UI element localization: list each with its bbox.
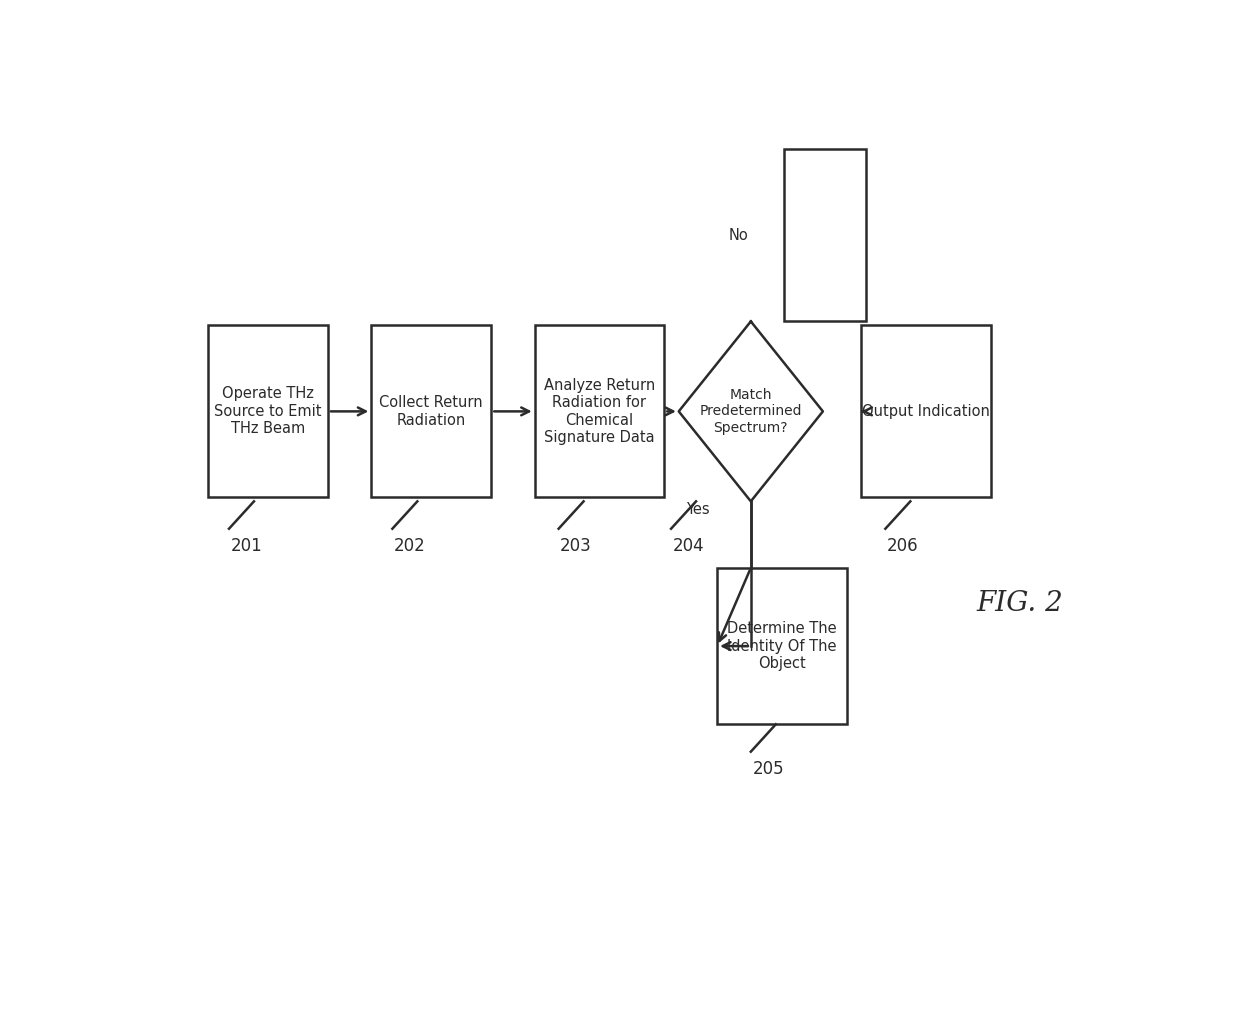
Text: Match
Predetermined
Spectrum?: Match Predetermined Spectrum? bbox=[699, 388, 802, 435]
Text: No: No bbox=[728, 228, 748, 243]
Polygon shape bbox=[678, 321, 823, 501]
Text: Determine The
Identity Of The
Object: Determine The Identity Of The Object bbox=[727, 621, 837, 671]
Text: 203: 203 bbox=[560, 536, 591, 555]
Text: 205: 205 bbox=[753, 760, 784, 777]
FancyBboxPatch shape bbox=[208, 325, 327, 498]
Text: Collect Return
Radiation: Collect Return Radiation bbox=[379, 395, 484, 428]
Text: FIG. 2: FIG. 2 bbox=[977, 589, 1063, 617]
Text: Yes: Yes bbox=[686, 502, 709, 517]
FancyBboxPatch shape bbox=[534, 325, 665, 498]
Text: Output Indication: Output Indication bbox=[862, 404, 990, 419]
Text: Analyze Return
Radiation for
Chemical
Signature Data: Analyze Return Radiation for Chemical Si… bbox=[544, 378, 655, 445]
Text: 201: 201 bbox=[231, 536, 262, 555]
Text: 202: 202 bbox=[394, 536, 425, 555]
Text: Operate THz
Source to Emit
THz Beam: Operate THz Source to Emit THz Beam bbox=[215, 386, 321, 436]
FancyBboxPatch shape bbox=[862, 325, 991, 498]
FancyBboxPatch shape bbox=[785, 149, 866, 321]
FancyBboxPatch shape bbox=[717, 568, 847, 724]
Text: 206: 206 bbox=[887, 536, 919, 555]
Text: 204: 204 bbox=[672, 536, 704, 555]
FancyBboxPatch shape bbox=[371, 325, 491, 498]
